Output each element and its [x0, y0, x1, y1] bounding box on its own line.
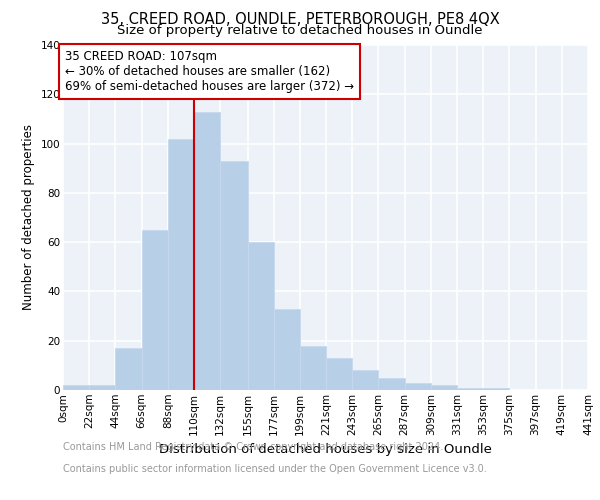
Bar	[168, 138, 194, 390]
X-axis label: Distribution of detached houses by size in Oundle: Distribution of detached houses by size …	[159, 443, 492, 456]
Bar	[326, 358, 352, 390]
Bar	[194, 112, 220, 390]
Bar	[63, 385, 89, 390]
Text: Contains HM Land Registry data © Crown copyright and database right 2024.: Contains HM Land Registry data © Crown c…	[63, 442, 443, 452]
Text: Size of property relative to detached houses in Oundle: Size of property relative to detached ho…	[117, 24, 483, 37]
Bar	[115, 348, 142, 390]
Bar	[89, 385, 115, 390]
Text: 35 CREED ROAD: 107sqm
← 30% of detached houses are smaller (162)
69% of semi-det: 35 CREED ROAD: 107sqm ← 30% of detached …	[65, 50, 355, 93]
Bar	[404, 382, 431, 390]
Bar	[248, 242, 274, 390]
Bar	[142, 230, 168, 390]
Y-axis label: Number of detached properties: Number of detached properties	[22, 124, 35, 310]
Text: 35, CREED ROAD, OUNDLE, PETERBOROUGH, PE8 4QX: 35, CREED ROAD, OUNDLE, PETERBOROUGH, PE…	[101, 12, 499, 28]
Bar	[431, 385, 457, 390]
Bar	[300, 346, 326, 390]
Bar	[483, 388, 509, 390]
Text: Contains public sector information licensed under the Open Government Licence v3: Contains public sector information licen…	[63, 464, 487, 474]
Bar	[220, 161, 248, 390]
Bar	[274, 308, 300, 390]
Bar	[457, 388, 483, 390]
Bar	[379, 378, 404, 390]
Bar	[352, 370, 379, 390]
